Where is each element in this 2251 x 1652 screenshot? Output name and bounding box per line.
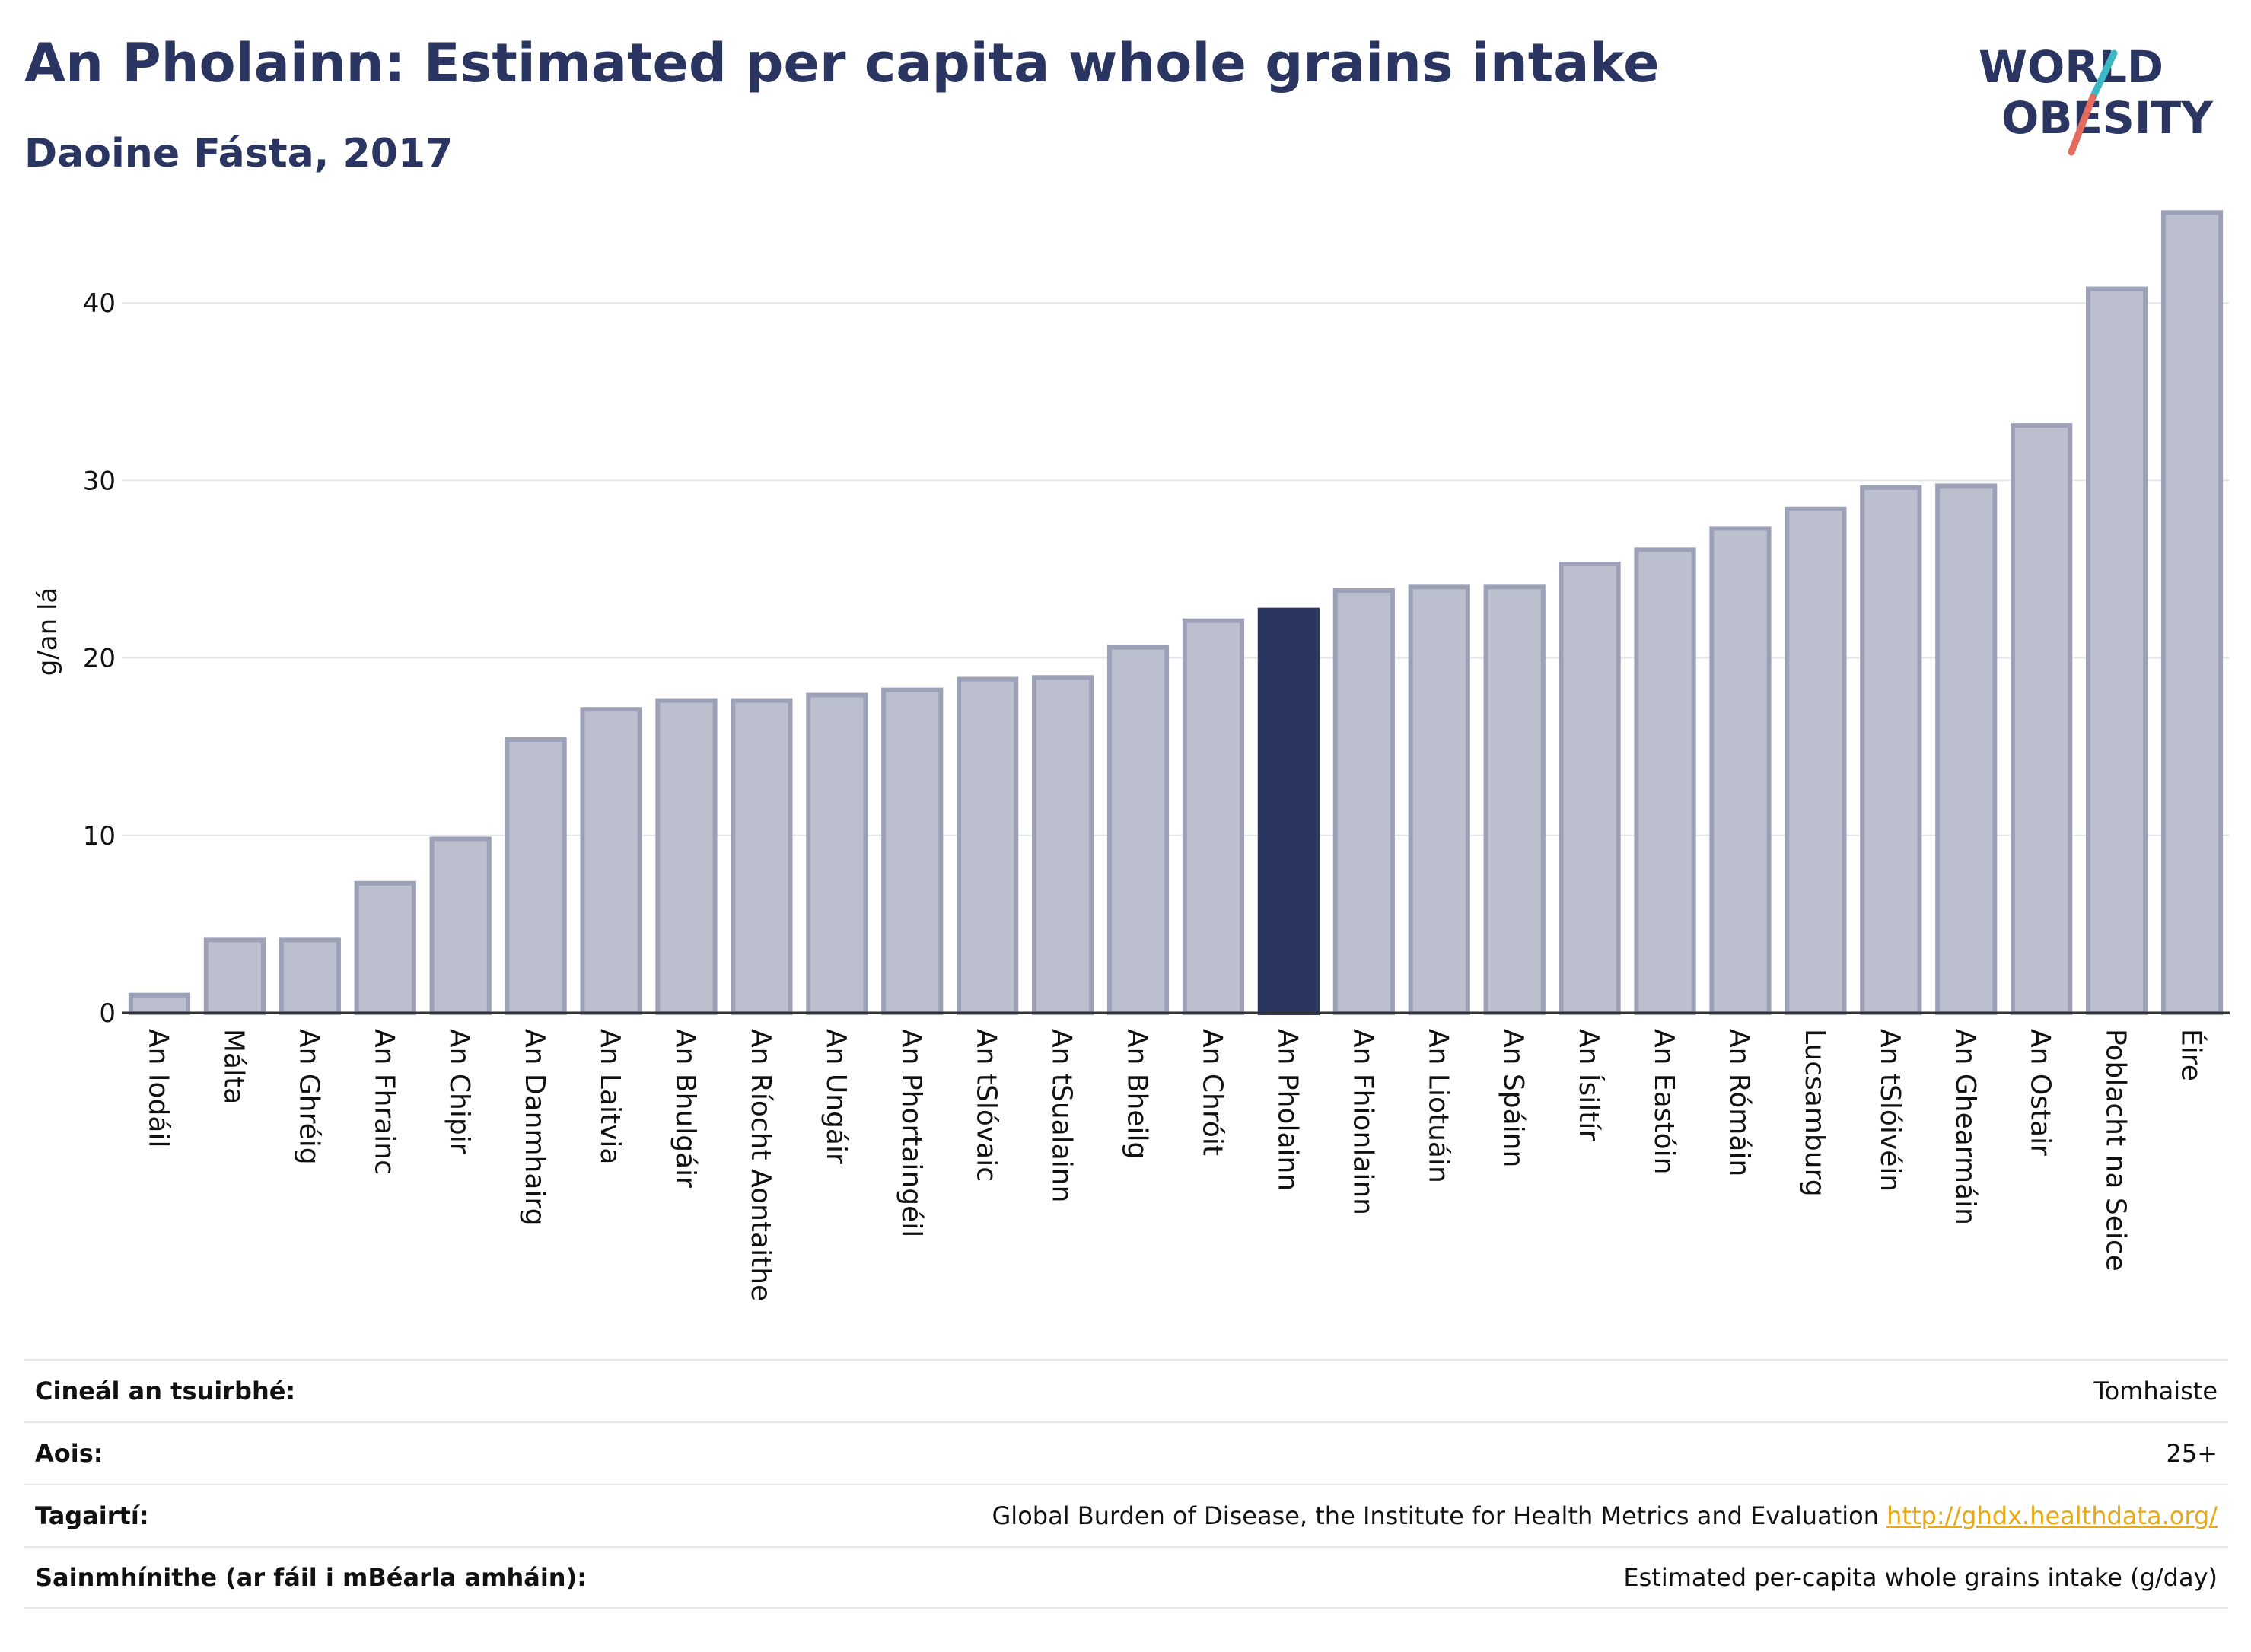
x-tick-label: An Phortaingéil (896, 1029, 927, 1237)
logo-line-1: WORLD (1979, 41, 2163, 93)
x-tick-label: An Bhulgáir (670, 1029, 701, 1188)
bar (655, 698, 718, 1016)
references-label: Tagairtí: (35, 1501, 149, 1530)
bar (580, 707, 642, 1015)
x-tick-label: An Laitvia (594, 1029, 626, 1165)
y-tick-label: 30 (83, 466, 116, 496)
bar-chart: 0 10 20 30 40 An Iodáil Málta An Ghréig An Fhra… (33, 210, 2230, 1301)
bar (806, 692, 868, 1015)
bar (1860, 485, 1922, 1015)
x-tick-label: An tSlóivéin (1874, 1029, 1906, 1192)
bar (1634, 547, 1696, 1015)
age-value: 25+ (2166, 1439, 2218, 1468)
bar (2160, 210, 2224, 1015)
x-tick-label: An tSlóvaic (971, 1029, 1002, 1182)
bar (128, 992, 191, 1016)
bar (1032, 675, 1094, 1015)
x-tick-label: An Ghréig (293, 1029, 324, 1165)
bar (429, 836, 492, 1015)
metadata-row-definitions: Sainmhínithe (ar fáil i mBéarla amháin):… (24, 1546, 2228, 1609)
x-tick-label: An Ríocht Aontaithe (745, 1029, 776, 1301)
x-tick-label: Éire (2176, 1029, 2208, 1081)
x-tick-label: An Spáinn (1498, 1029, 1529, 1167)
bar (203, 937, 266, 1015)
x-tick-label: An tSualainn (1046, 1029, 1078, 1202)
survey-type-label: Cineál an tsuirbhé: (35, 1377, 296, 1405)
bar (1106, 645, 1170, 1016)
age-label: Aois: (35, 1439, 103, 1468)
bar (1483, 584, 1546, 1015)
x-tick-label: An Ísiltír (1573, 1029, 1605, 1141)
x-tick-label: An Danmhairg (519, 1029, 550, 1225)
definitions-value: Estimated per-capita whole grains intake… (1623, 1563, 2218, 1592)
x-axis: An Iodáil Málta An Ghréig An Fhrainc An Chip… (122, 1011, 2230, 1301)
bar (2086, 286, 2148, 1015)
x-tick-label: An Fhionlainn (1347, 1029, 1378, 1215)
bars (128, 210, 2224, 1016)
x-tick-label: An Ghearmáin (1950, 1029, 1981, 1225)
metadata-row-survey-type: Cineál an tsuirbhé: Tomhaiste (24, 1359, 2228, 1421)
metadata-row-age: Aois: 25+ (24, 1421, 2228, 1484)
bar (1935, 483, 1998, 1015)
x-tick-label: An Chipir (444, 1029, 475, 1154)
bar-highlighted (1257, 607, 1320, 1015)
logo-slash-teal (2089, 49, 2118, 101)
y-tick-label: 10 (83, 821, 116, 851)
y-axis: 0 10 20 30 40 (83, 288, 116, 1029)
page-title: An Pholainn: Estimated per capita whole … (24, 32, 1660, 94)
bar (1408, 584, 1470, 1015)
x-tick-label: An Ostair (2025, 1029, 2056, 1156)
x-tick-label: An Liotuáin (1422, 1029, 1453, 1183)
x-tick-label: Poblacht na Seice (2100, 1029, 2132, 1272)
x-tick-label: An Rómáin (1724, 1029, 1755, 1176)
x-tick-label: An Chróit (1196, 1029, 1227, 1156)
x-tick-label: An Fhrainc (368, 1029, 400, 1175)
definitions-label: Sainmhínithe (ar fáil i mBéarla amháin): (35, 1563, 587, 1592)
bar (1332, 588, 1395, 1015)
bar (1709, 526, 1772, 1015)
x-tick-label: An Iodáil (142, 1029, 174, 1147)
bar (1182, 618, 1245, 1015)
y-axis-label: g/an lá (33, 587, 63, 676)
logo-slash-coral (2068, 94, 2097, 156)
x-tick-label: Málta (218, 1029, 249, 1104)
x-tick-label: Lucsamburg (1799, 1029, 1830, 1197)
logo-line-2: OBESITY (2001, 92, 2214, 144)
bar (505, 737, 567, 1016)
y-tick-label: 0 (99, 998, 116, 1029)
bar (1559, 562, 1621, 1015)
x-tick-label: An Ungáir (820, 1029, 852, 1164)
x-tick-label: An Pholainn (1272, 1029, 1303, 1191)
bar (1785, 506, 1847, 1015)
bar (279, 937, 341, 1015)
references-link[interactable]: http://ghdx.healthdata.org/ (1886, 1501, 2218, 1530)
bar (2011, 423, 2073, 1015)
x-tick-label: An Bheilg (1122, 1029, 1153, 1159)
world-obesity-logo: WORLD OBESITY (1979, 41, 2214, 156)
bar (354, 880, 416, 1016)
y-tick-label: 40 (83, 288, 116, 319)
page-subtitle: Daoine Fásta, 2017 (24, 131, 454, 177)
references-text: Global Burden of Disease, the Institute … (992, 1501, 1879, 1530)
references-value: Global Burden of Disease, the Institute … (992, 1501, 2218, 1530)
survey-type-value: Tomhaiste (2093, 1377, 2218, 1405)
metadata-table: Cineál an tsuirbhé: Tomhaiste Aois: 25+ … (24, 1359, 2228, 1609)
metadata-row-references: Tagairtí: Global Burden of Disease, the … (24, 1484, 2228, 1546)
bar (731, 698, 793, 1016)
x-tick-label: An Eastóin (1648, 1029, 1679, 1174)
bar (881, 687, 944, 1015)
bar (957, 676, 1019, 1015)
y-tick-label: 20 (83, 644, 116, 674)
